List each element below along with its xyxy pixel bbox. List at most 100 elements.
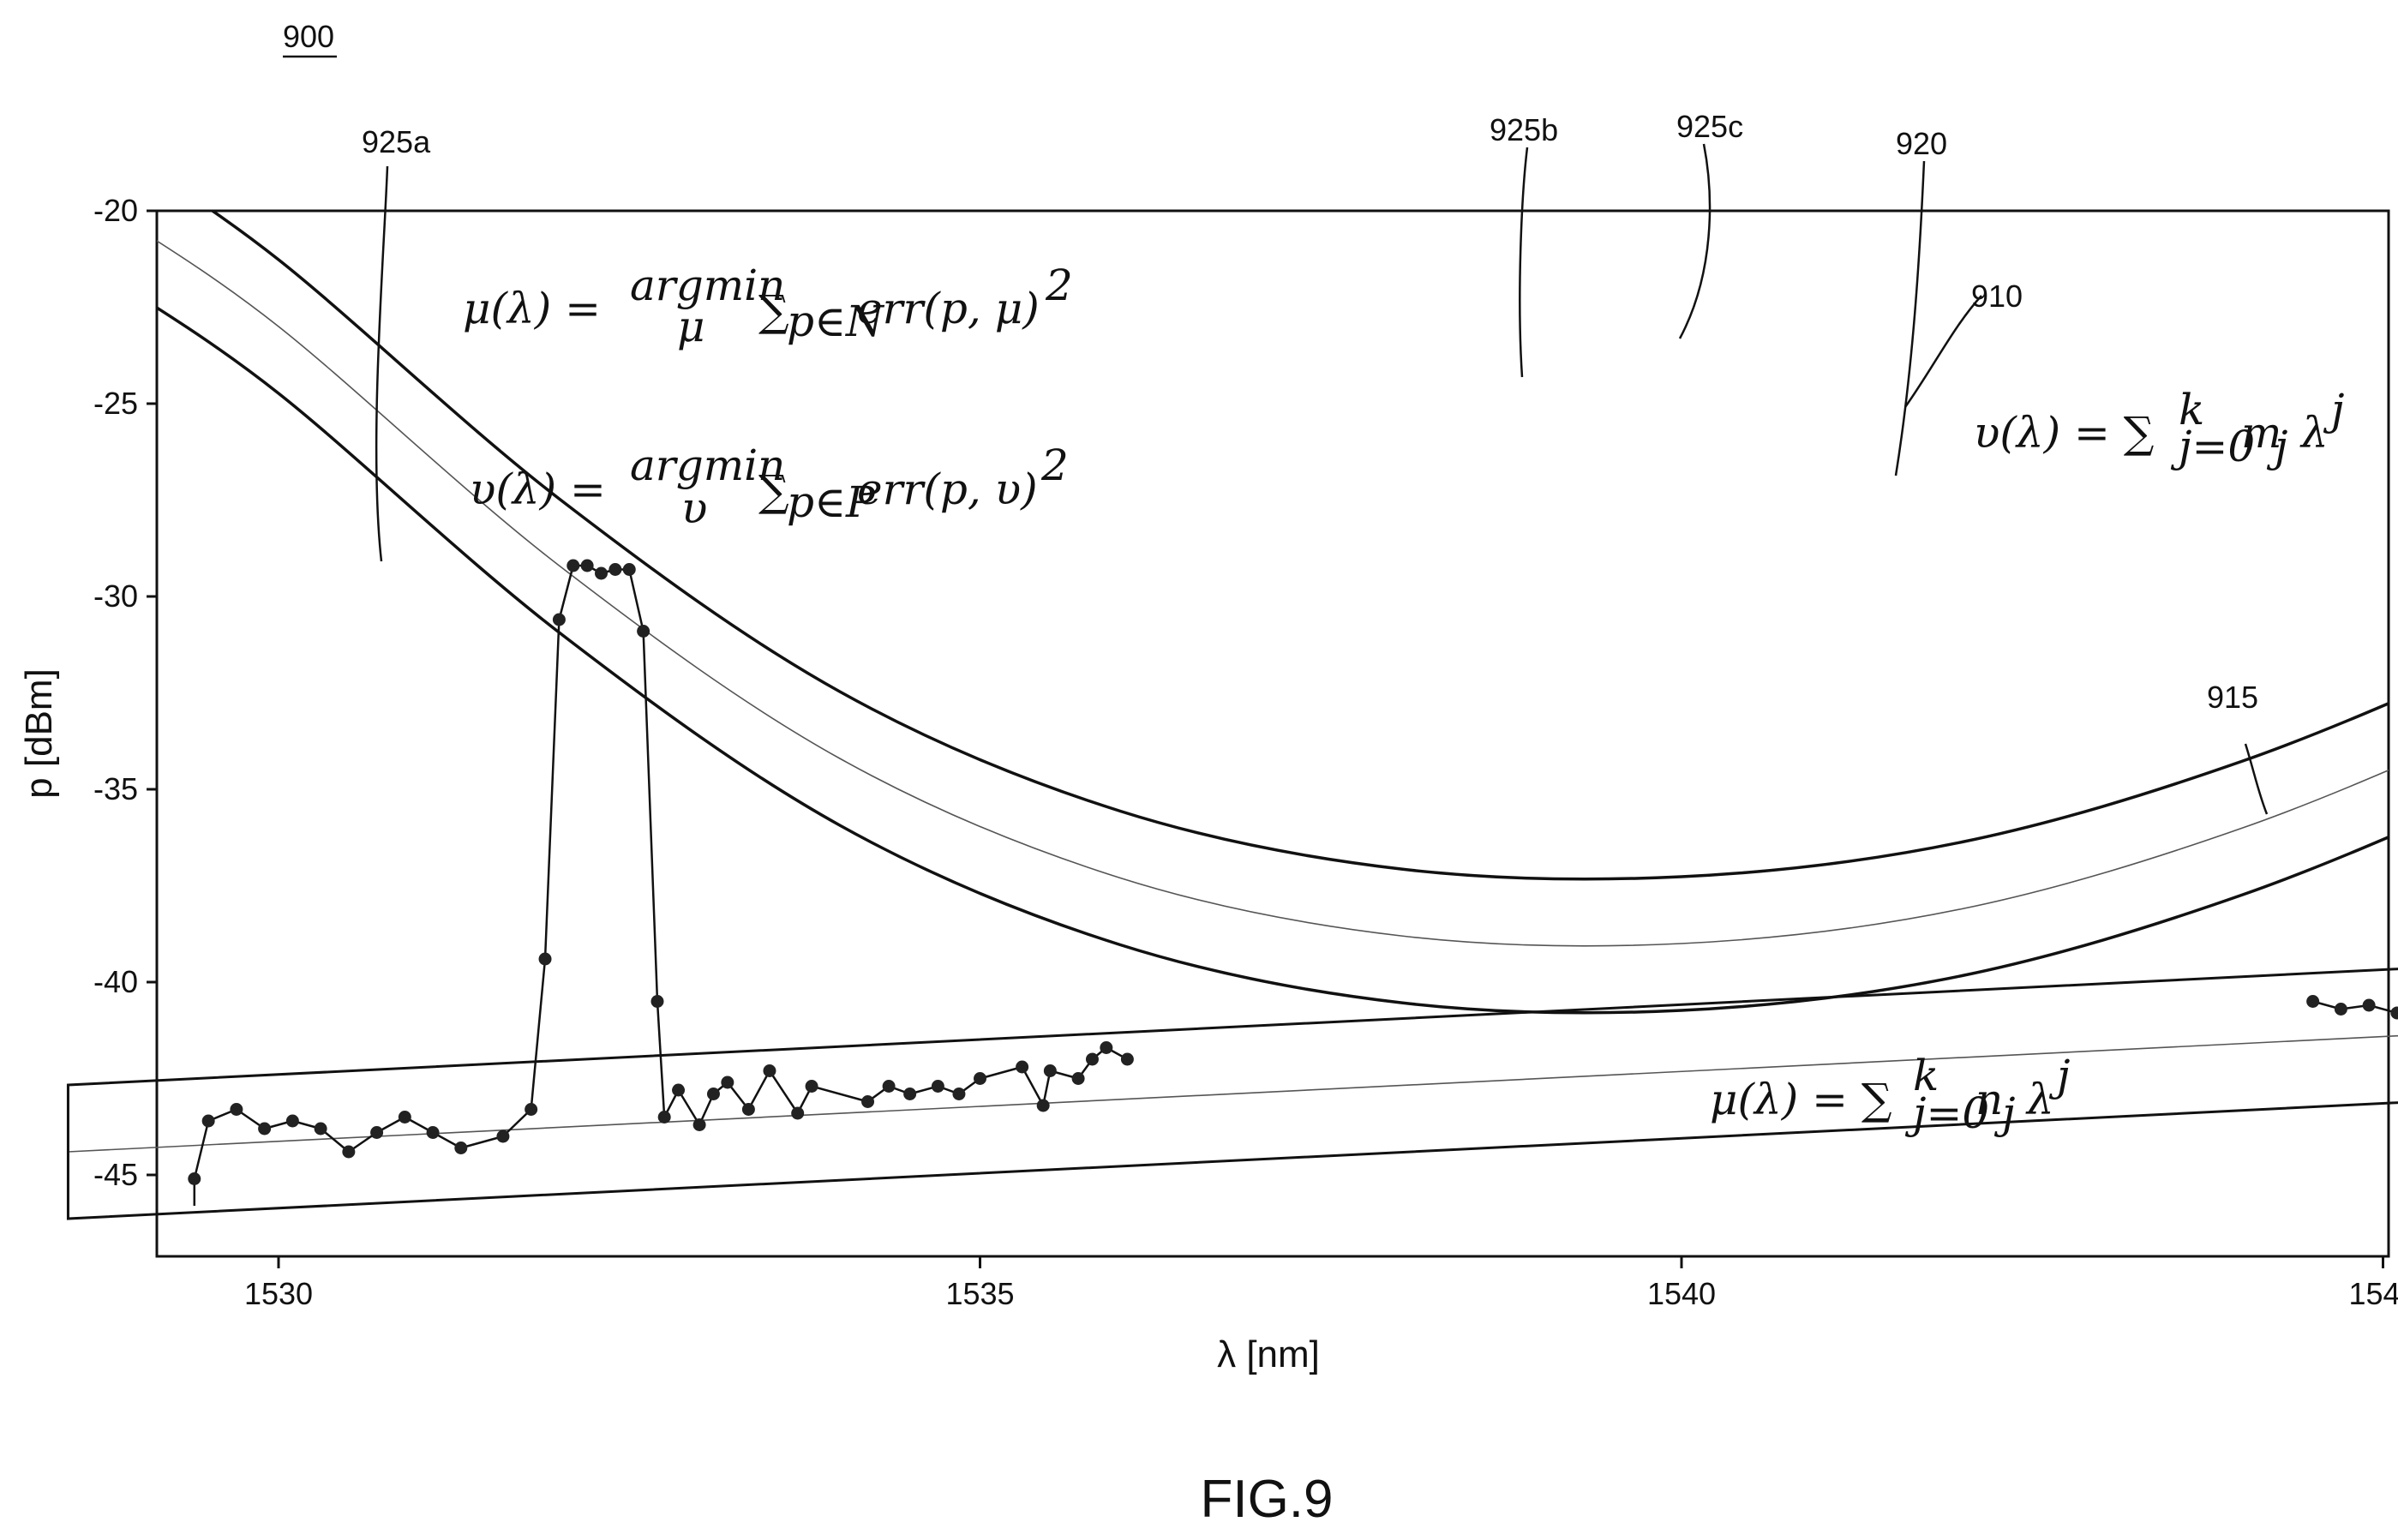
ref-label-910: 910 [1971, 279, 2023, 314]
data-point [1036, 1099, 1050, 1112]
leader-925c [1678, 143, 1712, 339]
equation-nu-argmin: υ(λ) = argmin υ ∑ p∈P err(p, υ) 2 [470, 440, 1069, 533]
data-point [882, 1080, 896, 1093]
svg-text:j=0: j=0 [2170, 422, 2255, 471]
data-point [398, 1111, 411, 1124]
data-point [637, 625, 650, 638]
curve-915-center [68, 1034, 2398, 1153]
x-tick-label: 1545 [2348, 1276, 2398, 1311]
curve-910-center [157, 240, 2389, 947]
fitted-curves [157, 211, 2389, 1015]
svg-text:m: m [2241, 408, 2281, 458]
data-point [525, 1103, 538, 1116]
figure-ref-number: 900 [283, 19, 334, 54]
data-point [903, 1088, 917, 1100]
data-point [763, 1064, 776, 1077]
y-tick-label: -35 [93, 771, 138, 806]
data-point [567, 559, 580, 572]
svg-text:∑: ∑ [758, 286, 789, 336]
data-point [650, 995, 664, 1008]
data-point [258, 1122, 272, 1136]
svg-text:n: n [1975, 1075, 2003, 1124]
data-point [706, 1088, 720, 1100]
data-point [1085, 1052, 1099, 1066]
leader-920 [1894, 160, 1926, 476]
data-point [931, 1080, 944, 1093]
svg-text:μ(λ) = ∑: μ(λ) = ∑ [1710, 1075, 1892, 1124]
svg-text:argmin: argmin [630, 261, 785, 310]
y-tick-label: -30 [93, 578, 138, 614]
svg-text:k: k [1913, 1051, 1939, 1100]
data-point [1071, 1072, 1085, 1085]
data-point [496, 1130, 510, 1143]
data-point [552, 613, 566, 626]
data-point [721, 1076, 734, 1089]
svg-text:υ: υ [681, 483, 707, 533]
data-point [580, 559, 594, 572]
leader-925a [375, 165, 389, 562]
x-axis-ticks: 15301535154015451550155515601565 [244, 1256, 2398, 1311]
data-point [285, 1114, 299, 1128]
spectrum-points [188, 559, 2398, 1185]
data-point [201, 1114, 215, 1128]
ref-label-925b: 925b [1490, 112, 1558, 147]
leader-915 [2244, 743, 2269, 815]
svg-text:j=0: j=0 [1904, 1088, 1989, 1138]
data-point [657, 1111, 671, 1124]
data-point [1120, 1052, 1134, 1066]
leader-910 [1903, 295, 1982, 408]
svg-text:2: 2 [1040, 440, 1069, 490]
data-point [805, 1080, 818, 1093]
data-point [974, 1072, 986, 1085]
equation-nu-poly: υ(λ) = ∑ k j=0 m j λ j [1974, 385, 2345, 471]
x-tick-label: 1530 [244, 1276, 313, 1311]
noise-band-915 [66, 968, 2398, 1220]
data-point [2362, 998, 2376, 1012]
ref-label-920: 920 [1896, 126, 1947, 161]
figure-caption: FIG.9 [1200, 1470, 1333, 1529]
svg-text:err(p, μ): err(p, μ) [857, 284, 1040, 333]
leader-lines [375, 143, 2269, 815]
svg-text:υ(λ) = ∑: υ(λ) = ∑ [1974, 408, 2155, 458]
y-tick-label: -45 [93, 1157, 138, 1192]
svg-text:p∈P: p∈P [787, 477, 876, 527]
data-point [952, 1088, 966, 1100]
data-point [454, 1142, 468, 1154]
x-tick-label: 1540 [1647, 1276, 1716, 1311]
y-axis-label: p [dBm] [18, 668, 60, 799]
y-tick-label: -40 [93, 964, 138, 999]
equation-mu-argmin: μ(λ) = argmin μ ∑ p∈N err(p, μ) 2 [463, 261, 1073, 351]
svg-text:υ(λ) =: υ(λ) = [470, 464, 606, 514]
x-tick-label: 1535 [945, 1276, 1014, 1311]
svg-text:μ: μ [677, 302, 705, 351]
data-point [2390, 1006, 2398, 1020]
data-point [188, 1172, 201, 1185]
ref-label-925c: 925c [1676, 109, 1743, 144]
data-point [1100, 1041, 1113, 1054]
data-point [861, 1095, 875, 1108]
curve-910-upper [209, 211, 2389, 881]
data-point [791, 1106, 805, 1120]
data-point [672, 1083, 686, 1097]
data-point [2334, 1003, 2347, 1016]
svg-text:argmin: argmin [630, 440, 785, 490]
svg-text:λ: λ [2025, 1075, 2054, 1124]
data-point [2306, 995, 2320, 1008]
curve-910-lower [157, 305, 2389, 1015]
data-point [370, 1126, 384, 1139]
data-point [426, 1126, 440, 1139]
svg-text:μ(λ) =: μ(λ) = [463, 284, 601, 333]
data-point [342, 1145, 356, 1159]
data-point [230, 1103, 243, 1116]
data-point [608, 563, 622, 576]
band-915-outline [66, 968, 2398, 1220]
data-point [1043, 1064, 1057, 1077]
svg-text:err(p, υ): err(p, υ) [857, 464, 1038, 514]
data-point [692, 1118, 706, 1131]
data-point [314, 1122, 327, 1136]
ref-label-925a: 925a [362, 124, 431, 159]
svg-text:2: 2 [1045, 261, 1073, 310]
equation-mu-poly: μ(λ) = ∑ k j=0 n j λ j [1710, 1051, 2071, 1138]
y-axis-ticks: -20 -25 -30 -35 -40 -45 [93, 193, 157, 1192]
